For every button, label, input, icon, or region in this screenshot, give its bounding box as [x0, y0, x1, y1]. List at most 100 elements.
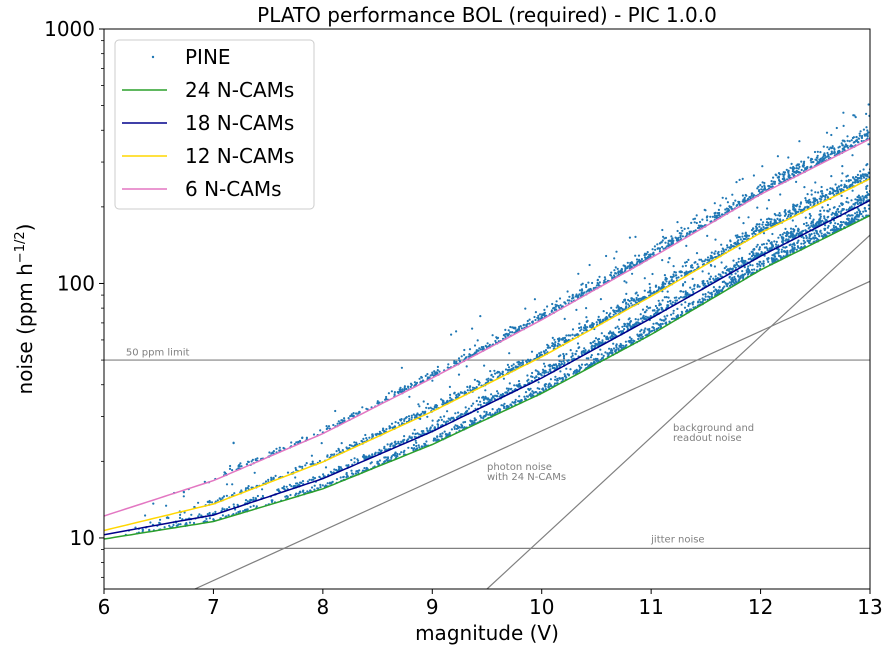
pine-point	[777, 252, 780, 255]
pine-point	[663, 315, 666, 318]
pine-point	[350, 469, 353, 472]
pine-point	[584, 349, 587, 352]
pine-point	[692, 300, 695, 303]
pine-point	[589, 356, 593, 359]
pine-point	[781, 241, 784, 244]
y-axis-label-sup: −1/2	[13, 231, 28, 263]
pine-point	[543, 383, 547, 386]
pine-point	[824, 218, 827, 221]
pine-point	[745, 236, 748, 239]
pine-point	[692, 306, 695, 309]
pine-point	[751, 232, 754, 235]
pine-point	[844, 143, 848, 146]
pine-point	[647, 291, 650, 294]
pine-point	[646, 316, 649, 319]
pine-point	[723, 267, 726, 270]
pine-point	[489, 413, 492, 416]
pine-point	[726, 244, 729, 247]
pine-point	[267, 478, 270, 481]
pine-point	[821, 160, 824, 163]
pine-point	[738, 216, 741, 219]
pine-point	[857, 137, 860, 140]
pine-point	[609, 330, 612, 333]
pine-point	[413, 416, 416, 419]
pine-point	[615, 343, 618, 346]
pine-point	[535, 375, 538, 378]
pine-point	[463, 353, 466, 356]
pine-point	[596, 279, 599, 282]
pine-point	[725, 272, 728, 275]
pine-point	[470, 420, 473, 423]
pine-point	[801, 230, 804, 233]
pine-point	[656, 289, 659, 292]
pine-point	[819, 151, 822, 154]
pine-point	[222, 495, 226, 498]
pine-point	[820, 185, 823, 189]
pine-point	[192, 521, 196, 525]
pine-point	[680, 270, 684, 274]
pine-point	[453, 392, 456, 395]
legend-marker-pine	[151, 55, 155, 59]
pine-point	[500, 404, 503, 407]
pine-point	[330, 453, 333, 456]
pine-point	[628, 264, 632, 267]
pine-point	[630, 337, 633, 340]
pine-point	[758, 260, 761, 263]
pine-point	[730, 283, 733, 286]
pine-point	[472, 421, 475, 424]
pine-point	[208, 501, 212, 504]
pine-point	[295, 468, 298, 471]
pine-point	[644, 315, 648, 318]
pine-point	[475, 349, 478, 352]
pine-point	[425, 406, 428, 409]
pine-point	[635, 291, 638, 294]
pine-point	[644, 334, 647, 337]
pine-point	[754, 225, 758, 228]
pine-point	[752, 174, 756, 177]
pine-point	[615, 348, 618, 351]
pine-point	[312, 433, 316, 436]
pine-point	[697, 265, 700, 268]
pine-point	[705, 215, 709, 218]
pine-point	[861, 195, 864, 198]
pine-point	[634, 254, 637, 257]
pine-point	[437, 423, 440, 426]
pine-point	[440, 398, 443, 401]
pine-point	[418, 446, 421, 449]
pine-point	[326, 482, 329, 485]
pine-point	[496, 390, 499, 393]
pine-point	[502, 334, 505, 337]
pine-point	[703, 282, 706, 285]
pine-point	[809, 203, 812, 206]
pine-point	[648, 282, 651, 286]
pine-point	[724, 208, 727, 211]
pine-point	[537, 314, 540, 317]
pine-point	[301, 480, 305, 483]
pine-point	[795, 167, 798, 170]
pine-point	[504, 335, 507, 338]
pine-point	[313, 477, 317, 480]
pine-point	[571, 333, 574, 336]
pine-point	[655, 322, 658, 325]
pine-point	[845, 179, 848, 182]
pine-point	[477, 403, 480, 406]
pine-point	[802, 222, 806, 226]
pine-point	[253, 471, 256, 474]
pine-point	[811, 158, 814, 161]
pine-point	[496, 337, 499, 340]
pine-point	[750, 268, 754, 271]
pine-point	[706, 259, 709, 262]
pine-point	[231, 483, 234, 486]
pine-point	[852, 220, 855, 223]
pine-point	[811, 220, 814, 223]
pine-point	[831, 211, 834, 215]
pine-point	[240, 465, 243, 468]
pine-point	[502, 377, 505, 380]
pine-point	[632, 339, 635, 342]
pine-point	[777, 172, 781, 175]
pine-point	[762, 243, 766, 246]
pine-point	[828, 192, 831, 195]
pine-point	[404, 417, 407, 420]
pine-point	[414, 432, 417, 436]
pine-point	[321, 484, 324, 487]
